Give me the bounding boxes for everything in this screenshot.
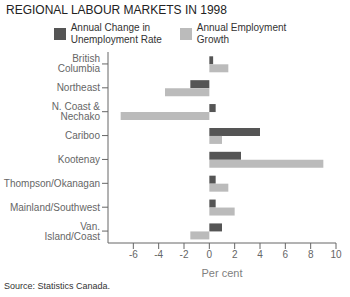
svg-text:0: 0 [207,249,213,260]
svg-text:BritishColumbia: BritishColumbia [58,53,101,74]
svg-text:Cariboo: Cariboo [65,130,100,141]
html-text:REGIONAL LABOUR MARKETS IN 199: REGIONAL LABOUR MARKETS IN 1998 [6,3,227,17]
svg-text:Kootenay: Kootenay [58,154,100,165]
svg-text:2: 2 [232,249,238,260]
html-text:Annual Employment: Annual Employment [196,22,287,33]
svg-text:10: 10 [330,249,342,260]
html-text:Growth: Growth [196,34,230,45]
html-text:Unemployment Rate: Unemployment Rate [70,34,162,45]
html-text:Source: Statistics Canada.: Source: Statistics Canada. [4,281,111,291]
svg-text:Northeast: Northeast [57,82,101,93]
svg-text:4: 4 [257,249,263,260]
svg-text:Thompson/Okanagan: Thompson/Okanagan [8,178,100,189]
svg-text:6: 6 [283,249,289,260]
svg-text:-6: -6 [129,249,138,260]
svg-text:Mainland/Southwest: Mainland/Southwest [10,202,100,213]
svg-text:N. Coast &Nechako: N. Coast &Nechako [52,101,101,122]
svg-text:-4: -4 [154,249,163,260]
svg-text:8: 8 [308,249,314,260]
html-text:Annual Change in: Annual Change in [70,22,151,33]
svg-text:Van.Island/Coast: Van.Island/Coast [44,221,100,242]
svg-text:-2: -2 [180,249,189,260]
svg-text:Per cent: Per cent [202,267,243,279]
